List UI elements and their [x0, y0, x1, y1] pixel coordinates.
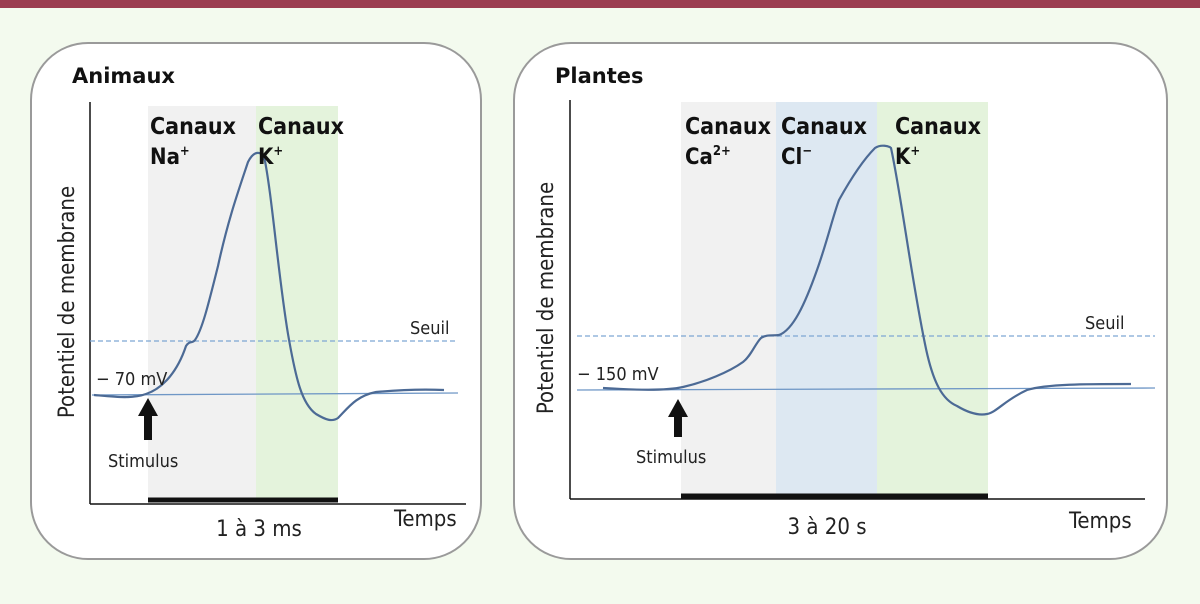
duration-label: 3 à 20 s	[787, 515, 866, 540]
plants-panel: Plantes Canaux Ca2+ Canaux Cl− Canaux K+ − …	[513, 42, 1168, 560]
action-potential-curve	[602, 144, 1132, 416]
stimulus-label: Stimulus	[636, 447, 706, 468]
plants-title: Plantes	[555, 64, 644, 88]
animals-title: Animaux	[72, 64, 175, 88]
header-bar	[0, 0, 1200, 8]
ca-channel-label: Canaux Ca2+	[685, 114, 772, 170]
k-channel-band	[256, 106, 338, 502]
resting-line	[576, 387, 1156, 391]
k-channel-label: Canaux K+	[258, 114, 345, 170]
threshold-label: Seuil	[1085, 313, 1125, 334]
ca-channel-band	[681, 102, 776, 498]
stimulus-arrow	[138, 398, 158, 440]
action-potential-curve	[93, 151, 445, 422]
resting-potential-label: − 70 mV	[96, 369, 167, 390]
k-channel-label: Canaux K+	[895, 114, 982, 170]
resting-line	[91, 392, 459, 396]
cl-channel-label: Canaux Cl−	[781, 114, 868, 170]
y-axis-label: Potentiel de membrane	[534, 182, 559, 414]
animals-panel: Animaux Canaux Na+ Canaux K+ − 70 mV Seuil…	[30, 42, 482, 560]
animals-diagram: Canaux Na+ Canaux K+ − 70 mV Seuil Stimulu…	[55, 102, 466, 542]
na-channel-label: Canaux Na+	[150, 114, 237, 170]
threshold-label: Seuil	[410, 318, 450, 339]
cl-channel-band	[776, 102, 877, 498]
stimulus-arrow	[668, 399, 688, 437]
x-axis-label: Temps	[393, 507, 457, 532]
plants-diagram: Canaux Ca2+ Canaux Cl− Canaux K+ − 150 mV S…	[534, 100, 1156, 540]
resting-potential-label: − 150 mV	[577, 364, 659, 385]
x-axis-label: Temps	[1068, 509, 1132, 534]
na-channel-band	[148, 106, 256, 502]
stimulus-label: Stimulus	[108, 451, 178, 472]
y-axis-label: Potentiel de membrane	[55, 186, 80, 418]
duration-label: 1 à 3 ms	[216, 517, 302, 542]
